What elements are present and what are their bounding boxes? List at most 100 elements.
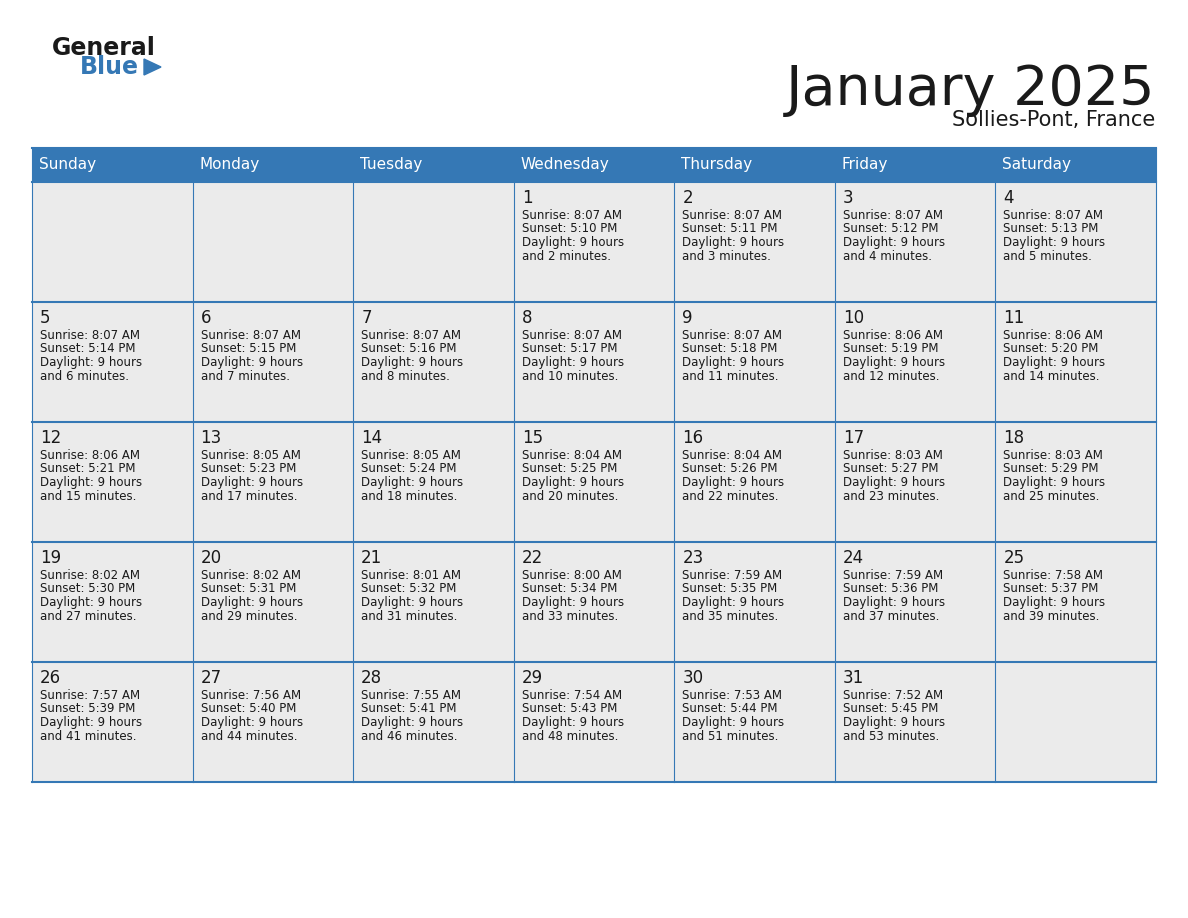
Text: Sunset: 5:19 PM: Sunset: 5:19 PM: [842, 342, 939, 355]
Bar: [513, 302, 675, 422]
Text: Sunrise: 7:53 AM: Sunrise: 7:53 AM: [682, 689, 782, 702]
Text: Daylight: 9 hours: Daylight: 9 hours: [682, 476, 784, 489]
Text: 4: 4: [1004, 189, 1013, 207]
Text: and 18 minutes.: and 18 minutes.: [361, 489, 457, 502]
Text: Sunrise: 8:06 AM: Sunrise: 8:06 AM: [40, 449, 140, 462]
Text: Sunset: 5:24 PM: Sunset: 5:24 PM: [361, 463, 456, 476]
Text: 2: 2: [682, 189, 693, 207]
Bar: [353, 148, 513, 182]
Bar: [675, 302, 835, 422]
Text: Daylight: 9 hours: Daylight: 9 hours: [522, 476, 624, 489]
Bar: [192, 422, 353, 542]
Text: Friday: Friday: [842, 158, 889, 173]
Text: Sunset: 5:32 PM: Sunset: 5:32 PM: [361, 583, 456, 596]
Text: Sollies-Pont, France: Sollies-Pont, France: [952, 110, 1155, 130]
Text: Daylight: 9 hours: Daylight: 9 hours: [522, 716, 624, 729]
Text: Daylight: 9 hours: Daylight: 9 hours: [1004, 236, 1106, 249]
Text: January 2025: January 2025: [785, 63, 1155, 117]
Text: Daylight: 9 hours: Daylight: 9 hours: [361, 476, 463, 489]
Bar: [32, 542, 192, 662]
Text: 21: 21: [361, 549, 383, 567]
Bar: [353, 542, 513, 662]
Text: Daylight: 9 hours: Daylight: 9 hours: [201, 716, 303, 729]
Polygon shape: [144, 59, 162, 75]
Text: 10: 10: [842, 309, 864, 327]
Text: 11: 11: [1004, 309, 1025, 327]
Text: Sunday: Sunday: [39, 158, 96, 173]
Text: Sunset: 5:37 PM: Sunset: 5:37 PM: [1004, 583, 1099, 596]
Bar: [513, 422, 675, 542]
Bar: [835, 182, 996, 302]
Bar: [675, 182, 835, 302]
Text: Sunset: 5:31 PM: Sunset: 5:31 PM: [201, 583, 296, 596]
Text: 28: 28: [361, 669, 383, 687]
Text: Blue: Blue: [80, 55, 139, 79]
Bar: [32, 182, 192, 302]
Text: 13: 13: [201, 429, 222, 447]
Text: 7: 7: [361, 309, 372, 327]
Text: Sunrise: 8:05 AM: Sunrise: 8:05 AM: [361, 449, 461, 462]
Text: Sunset: 5:18 PM: Sunset: 5:18 PM: [682, 342, 778, 355]
Text: and 44 minutes.: and 44 minutes.: [201, 730, 297, 743]
Text: Sunrise: 7:59 AM: Sunrise: 7:59 AM: [842, 569, 943, 582]
Text: Sunset: 5:29 PM: Sunset: 5:29 PM: [1004, 463, 1099, 476]
Text: Sunrise: 8:03 AM: Sunrise: 8:03 AM: [842, 449, 943, 462]
Bar: [353, 182, 513, 302]
Text: Sunrise: 8:04 AM: Sunrise: 8:04 AM: [682, 449, 782, 462]
Text: Sunrise: 7:59 AM: Sunrise: 7:59 AM: [682, 569, 783, 582]
Bar: [32, 422, 192, 542]
Text: and 27 minutes.: and 27 minutes.: [40, 610, 137, 622]
Text: Daylight: 9 hours: Daylight: 9 hours: [682, 596, 784, 609]
Text: Sunset: 5:40 PM: Sunset: 5:40 PM: [201, 702, 296, 715]
Text: Sunrise: 8:01 AM: Sunrise: 8:01 AM: [361, 569, 461, 582]
Text: 30: 30: [682, 669, 703, 687]
Bar: [192, 148, 353, 182]
Text: and 39 minutes.: and 39 minutes.: [1004, 610, 1100, 622]
Text: Sunrise: 8:07 AM: Sunrise: 8:07 AM: [522, 209, 621, 222]
Text: Daylight: 9 hours: Daylight: 9 hours: [842, 356, 944, 369]
Text: Sunset: 5:16 PM: Sunset: 5:16 PM: [361, 342, 456, 355]
Text: 3: 3: [842, 189, 853, 207]
Text: Tuesday: Tuesday: [360, 158, 423, 173]
Text: Sunrise: 8:07 AM: Sunrise: 8:07 AM: [201, 329, 301, 342]
Text: Sunset: 5:30 PM: Sunset: 5:30 PM: [40, 583, 135, 596]
Bar: [32, 662, 192, 782]
Bar: [835, 422, 996, 542]
Text: Daylight: 9 hours: Daylight: 9 hours: [522, 236, 624, 249]
Bar: [835, 662, 996, 782]
Text: and 4 minutes.: and 4 minutes.: [842, 250, 931, 263]
Bar: [192, 182, 353, 302]
Text: 23: 23: [682, 549, 703, 567]
Text: Daylight: 9 hours: Daylight: 9 hours: [201, 596, 303, 609]
Text: Daylight: 9 hours: Daylight: 9 hours: [682, 356, 784, 369]
Text: Daylight: 9 hours: Daylight: 9 hours: [40, 356, 143, 369]
Text: Sunrise: 8:04 AM: Sunrise: 8:04 AM: [522, 449, 621, 462]
Text: Daylight: 9 hours: Daylight: 9 hours: [361, 716, 463, 729]
Text: Sunrise: 7:52 AM: Sunrise: 7:52 AM: [842, 689, 943, 702]
Text: Sunrise: 8:07 AM: Sunrise: 8:07 AM: [842, 209, 943, 222]
Text: Sunset: 5:14 PM: Sunset: 5:14 PM: [40, 342, 135, 355]
Text: Sunset: 5:10 PM: Sunset: 5:10 PM: [522, 222, 617, 236]
Bar: [513, 542, 675, 662]
Text: Saturday: Saturday: [1003, 158, 1072, 173]
Bar: [996, 422, 1156, 542]
Text: Sunrise: 8:07 AM: Sunrise: 8:07 AM: [682, 209, 782, 222]
Text: Daylight: 9 hours: Daylight: 9 hours: [40, 596, 143, 609]
Text: Sunrise: 8:02 AM: Sunrise: 8:02 AM: [201, 569, 301, 582]
Text: Daylight: 9 hours: Daylight: 9 hours: [842, 236, 944, 249]
Text: and 37 minutes.: and 37 minutes.: [842, 610, 940, 622]
Bar: [996, 302, 1156, 422]
Text: and 31 minutes.: and 31 minutes.: [361, 610, 457, 622]
Text: and 48 minutes.: and 48 minutes.: [522, 730, 618, 743]
Text: and 10 minutes.: and 10 minutes.: [522, 370, 618, 383]
Bar: [996, 542, 1156, 662]
Text: Daylight: 9 hours: Daylight: 9 hours: [842, 596, 944, 609]
Text: and 11 minutes.: and 11 minutes.: [682, 370, 779, 383]
Text: and 17 minutes.: and 17 minutes.: [201, 489, 297, 502]
Text: and 7 minutes.: and 7 minutes.: [201, 370, 290, 383]
Text: Daylight: 9 hours: Daylight: 9 hours: [361, 356, 463, 369]
Text: and 41 minutes.: and 41 minutes.: [40, 730, 137, 743]
Bar: [353, 302, 513, 422]
Text: and 29 minutes.: and 29 minutes.: [201, 610, 297, 622]
Text: 24: 24: [842, 549, 864, 567]
